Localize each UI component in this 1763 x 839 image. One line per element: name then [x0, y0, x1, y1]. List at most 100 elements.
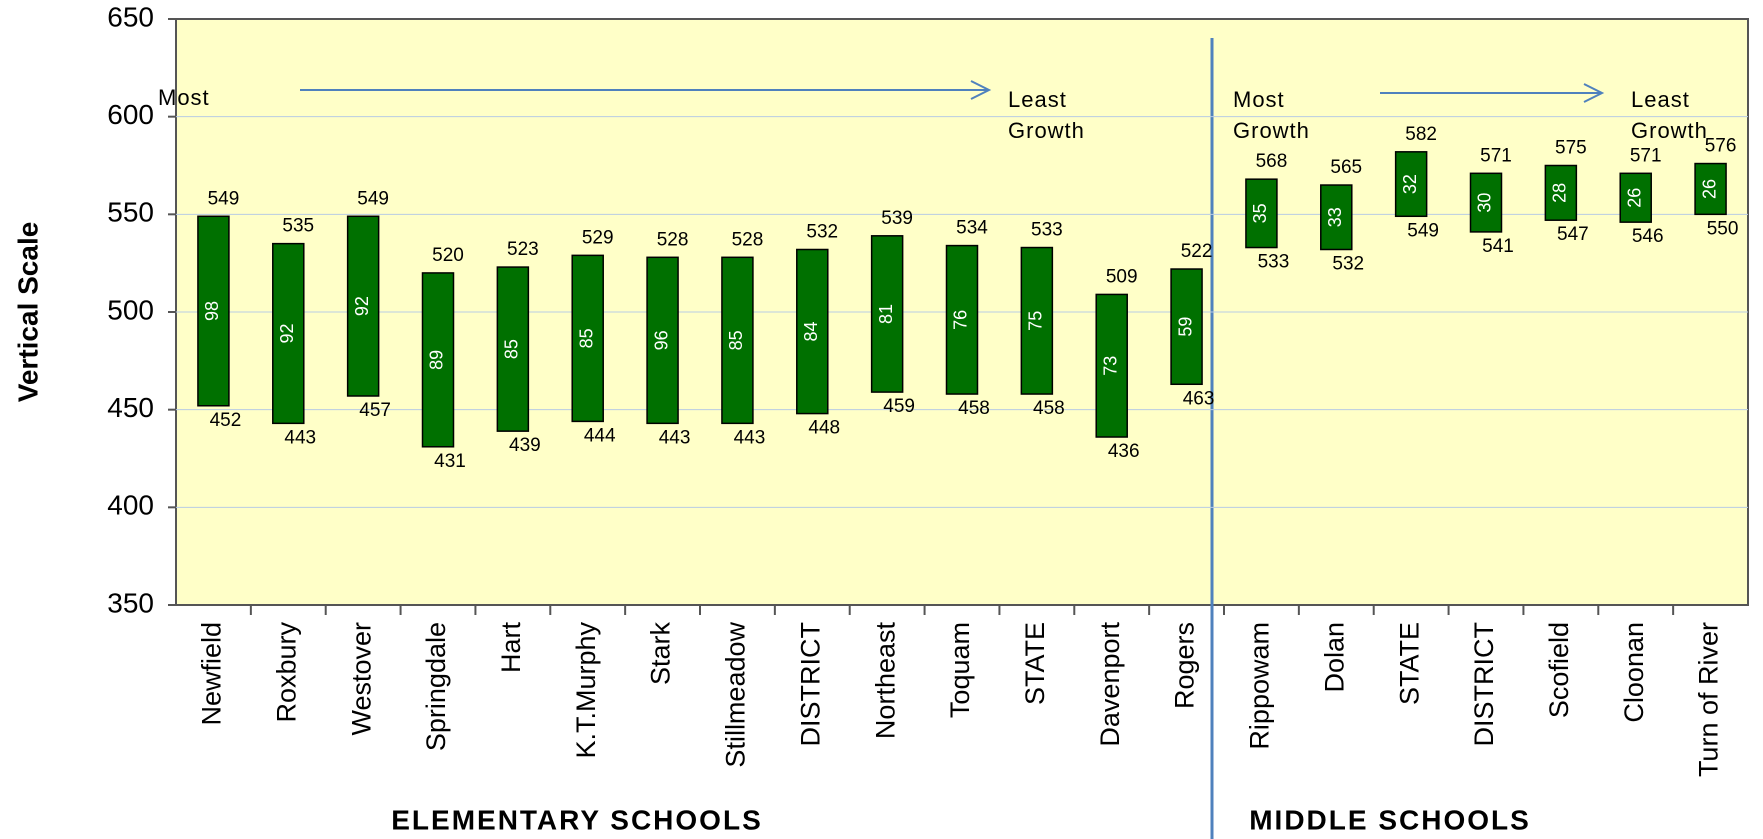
growth-label: 26 — [1699, 179, 1719, 199]
value-label-high: 534 — [956, 218, 988, 239]
x-tick-label: Rogers — [1170, 622, 1200, 709]
x-tick-label: Newfield — [197, 622, 227, 726]
bar — [197, 215, 230, 407]
value-label-low: 541 — [1482, 236, 1514, 257]
value-label-high: 523 — [507, 239, 539, 260]
value-label-high: 528 — [657, 229, 689, 250]
growth-label: 85 — [726, 330, 746, 350]
group-label: MIDDLE SCHOOLS — [1249, 804, 1531, 835]
value-label-high: 539 — [881, 208, 913, 229]
value-label-low: 443 — [734, 427, 766, 448]
value-label-low: 550 — [1707, 218, 1739, 239]
value-label-low: 443 — [659, 427, 691, 448]
growth-label: 30 — [1475, 193, 1495, 213]
value-label-low: 448 — [808, 418, 840, 439]
bar — [346, 215, 380, 397]
y-axis-label: Vertical Scale — [12, 222, 43, 403]
growth-label: 32 — [1400, 174, 1420, 194]
annotation: Growth — [1233, 118, 1310, 143]
growth-label: 98 — [202, 301, 222, 321]
x-tick-label: Rippowam — [1245, 622, 1275, 750]
growth-label: 84 — [801, 322, 821, 342]
bar — [796, 248, 829, 415]
value-label-high: 582 — [1405, 124, 1437, 145]
growth-label: 85 — [502, 339, 522, 359]
bar — [1469, 172, 1503, 233]
x-tick-label: STATE — [1020, 622, 1050, 705]
x-tick-label: Stillmeadow — [721, 622, 751, 768]
growth-label: 59 — [1175, 317, 1195, 337]
value-label-high: 571 — [1480, 145, 1512, 166]
value-label-high: 529 — [582, 227, 614, 248]
y-tick-label: 500 — [107, 294, 154, 325]
x-tick-label: Turn of River — [1694, 622, 1724, 777]
value-label-high: 571 — [1630, 145, 1662, 166]
value-label-high: 520 — [432, 245, 464, 266]
value-label-low: 457 — [359, 400, 391, 421]
x-tick-label: Dolan — [1319, 622, 1349, 693]
value-label-high: 549 — [357, 188, 389, 209]
growth-label: 92 — [352, 296, 372, 316]
growth-label: 96 — [651, 330, 671, 350]
value-label-low: 463 — [1183, 388, 1215, 409]
y-tick-label: 650 — [107, 1, 154, 32]
x-tick-label: Cloonan — [1619, 622, 1649, 723]
x-tick-label: DISTRICT — [795, 622, 825, 747]
y-tick-label: 350 — [107, 587, 154, 618]
x-tick-label: Stark — [646, 622, 676, 686]
value-label-low: 444 — [584, 425, 616, 446]
value-label-high: 535 — [282, 216, 314, 237]
value-label-low: 458 — [958, 398, 990, 419]
x-tick-label: STATE — [1394, 622, 1424, 705]
growth-label: 92 — [277, 323, 297, 343]
value-label-low: 459 — [883, 396, 915, 417]
growth-label: 73 — [1100, 356, 1120, 376]
value-label-low: 436 — [1108, 441, 1140, 462]
bar — [1020, 246, 1054, 395]
bar — [1320, 184, 1353, 251]
growth-label: 76 — [951, 310, 971, 330]
x-tick-label: Roxbury — [271, 622, 301, 723]
growth-label: 81 — [876, 304, 896, 324]
value-label-low: 458 — [1033, 398, 1065, 419]
bar — [496, 266, 530, 432]
value-label-high: 528 — [732, 229, 764, 250]
value-label-low: 532 — [1332, 254, 1364, 275]
value-label-low: 443 — [284, 427, 316, 448]
bar — [945, 244, 979, 395]
bar — [1544, 164, 1578, 221]
value-label-high: 568 — [1256, 151, 1288, 172]
bar — [421, 272, 455, 448]
x-tick-label: Scofield — [1544, 622, 1574, 718]
growth-label: 33 — [1325, 207, 1345, 227]
bar — [1694, 162, 1727, 216]
bar — [1619, 172, 1652, 223]
bar — [646, 256, 679, 425]
x-tick-label: Northeast — [870, 622, 900, 740]
y-tick-label: 600 — [107, 99, 154, 130]
bar — [571, 254, 604, 423]
group-label: ELEMENTARY SCHOOLS — [391, 804, 763, 835]
bar — [1095, 293, 1128, 438]
value-label-high: 532 — [806, 222, 838, 243]
x-tick-label: DISTRICT — [1469, 622, 1499, 747]
value-label-high: 575 — [1555, 138, 1587, 159]
value-label-high: 565 — [1330, 157, 1362, 178]
value-label-high: 549 — [208, 188, 240, 209]
value-label-low: 546 — [1632, 226, 1664, 247]
growth-label: 85 — [576, 328, 596, 348]
growth-label: 26 — [1624, 188, 1644, 208]
value-label-low: 452 — [210, 410, 242, 431]
x-tick-label: Springdale — [421, 622, 451, 751]
value-label-low: 431 — [434, 451, 466, 472]
x-tick-label: Toquam — [945, 622, 975, 718]
value-label-high: 533 — [1031, 220, 1063, 241]
value-label-high: 522 — [1181, 241, 1213, 262]
value-label-high: 576 — [1705, 136, 1737, 157]
value-label-low: 547 — [1557, 224, 1589, 245]
y-tick-label: 550 — [107, 197, 154, 228]
bar — [1394, 151, 1428, 218]
x-tick-label: Davenport — [1095, 622, 1125, 747]
annotation: Most — [158, 85, 210, 110]
